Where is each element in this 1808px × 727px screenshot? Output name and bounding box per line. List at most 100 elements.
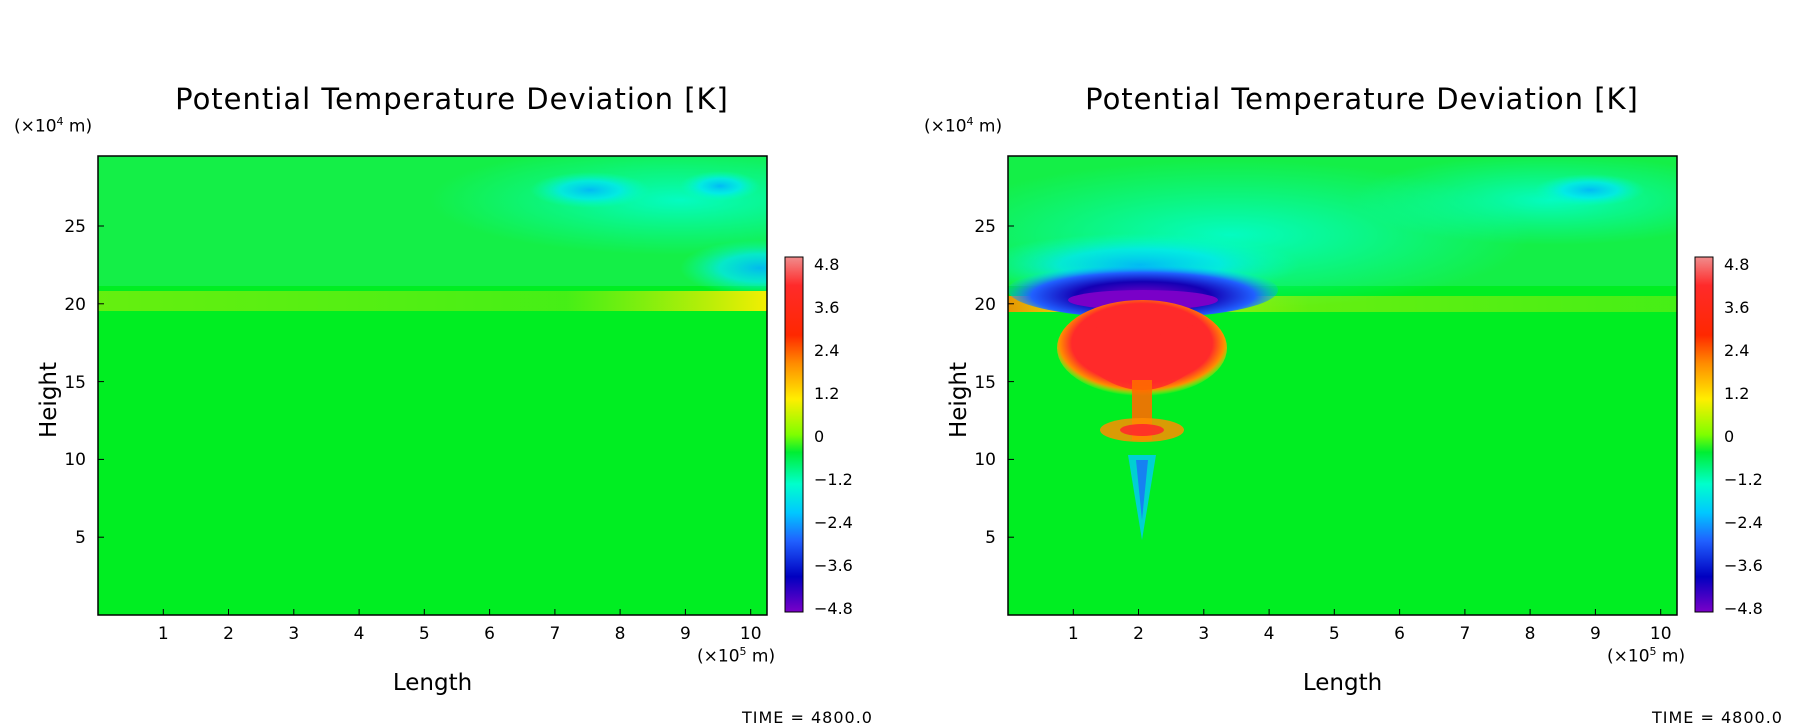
svg-text:3.6: 3.6: [814, 298, 839, 317]
svg-text:5: 5: [75, 528, 86, 548]
chart-panel-left: Potential Temperature Deviation [K] (×10…: [0, 0, 904, 727]
cool-region-upper: [430, 156, 767, 255]
svg-text:−4.8: −4.8: [1724, 599, 1763, 618]
x-tick-5: 5: [1329, 609, 1340, 644]
chart-panel-right: Potential Temperature Deviation [K] (×10…: [910, 0, 1808, 727]
svg-text:15: 15: [64, 373, 86, 393]
plot-frame: [97, 155, 768, 616]
svg-text:8: 8: [615, 624, 626, 644]
svg-text:9: 9: [1590, 624, 1601, 644]
x-tick-8: 8: [615, 609, 626, 644]
x-axis-label: Length: [392, 670, 473, 696]
svg-text:3: 3: [288, 624, 299, 644]
x-tick-3: 3: [288, 609, 299, 644]
y-unit-label: (×104 m): [924, 115, 1003, 137]
heatmap-svg: 1 2 3 4 5 6 7 8 9 10 5 10 15 20 25 4.8 3…: [64, 155, 853, 644]
y-axis-label: Height: [36, 361, 62, 439]
x-unit-label: (×105 m): [697, 645, 776, 667]
svg-text:1: 1: [1068, 624, 1079, 644]
x-tick-1: 1: [158, 609, 169, 644]
plot-frame: [1007, 155, 1678, 616]
y-axis: 5 10 15 20 25: [974, 217, 1014, 548]
svg-text:3: 3: [1198, 624, 1209, 644]
x-tick-6: 6: [1394, 609, 1405, 644]
y-axis: 5 10 15 20 25: [64, 217, 104, 548]
svg-text:6: 6: [484, 624, 495, 644]
x-tick-2: 2: [223, 609, 234, 644]
y-tick-20: 20: [64, 295, 104, 315]
x-tick-4: 4: [354, 609, 365, 644]
svg-text:−4.8: −4.8: [814, 599, 853, 618]
y-tick-10: 10: [974, 450, 1014, 470]
x-tick-8: 8: [1525, 609, 1536, 644]
svg-text:4: 4: [1264, 624, 1275, 644]
svg-text:−2.4: −2.4: [1724, 513, 1763, 532]
y-axis-label: Height: [946, 361, 972, 439]
x-axis-label: Length: [1302, 670, 1383, 696]
colorbar: 4.8 3.6 2.4 1.2 0 −1.2 −2.4 −3.6 −4.8: [1694, 255, 1763, 618]
heatmap-svg: 1 2 3 4 5 6 7 8 9 10 5 10 15 20 25 4.8 3…: [974, 155, 1763, 644]
svg-text:1.2: 1.2: [814, 384, 839, 403]
x-tick-4: 4: [1264, 609, 1275, 644]
svg-text:−3.6: −3.6: [1724, 556, 1763, 575]
svg-text:10: 10: [64, 450, 86, 470]
x-unit-label: (×105 m): [1607, 645, 1686, 667]
svg-text:−1.2: −1.2: [814, 470, 853, 489]
svg-text:4.8: 4.8: [814, 255, 839, 274]
svg-text:15: 15: [974, 373, 996, 393]
svg-text:10: 10: [1650, 624, 1672, 644]
y-tick-20: 20: [974, 295, 1014, 315]
x-tick-10: 10: [740, 609, 762, 644]
svg-text:−3.6: −3.6: [814, 556, 853, 575]
svg-text:7: 7: [549, 624, 560, 644]
x-tick-3: 3: [1198, 609, 1209, 644]
y-tick-15: 15: [974, 373, 1014, 393]
svg-text:2: 2: [1133, 624, 1144, 644]
svg-text:1.2: 1.2: [1724, 384, 1749, 403]
svg-text:4: 4: [354, 624, 365, 644]
svg-text:20: 20: [974, 295, 996, 315]
x-tick-5: 5: [419, 609, 430, 644]
y-tick-5: 5: [75, 528, 104, 548]
svg-text:9: 9: [680, 624, 691, 644]
svg-text:1: 1: [158, 624, 169, 644]
svg-text:8: 8: [1525, 624, 1536, 644]
y-tick-15: 15: [64, 373, 104, 393]
svg-text:25: 25: [64, 217, 86, 237]
svg-text:7: 7: [1459, 624, 1470, 644]
svg-text:2.4: 2.4: [814, 341, 839, 360]
svg-text:−1.2: −1.2: [1724, 470, 1763, 489]
y-tick-25: 25: [974, 217, 1014, 237]
chart-title: Potential Temperature Deviation [K]: [175, 82, 729, 116]
x-tick-7: 7: [549, 609, 560, 644]
svg-text:5: 5: [1329, 624, 1340, 644]
svg-text:25: 25: [974, 217, 996, 237]
colorbar: 4.8 3.6 2.4 1.2 0 −1.2 −2.4 −3.6 −4.8: [784, 255, 853, 618]
svg-text:4.8: 4.8: [1724, 255, 1749, 274]
time-label: TIME = 4800.0: [1652, 708, 1783, 727]
y-tick-25: 25: [64, 217, 104, 237]
svg-text:5: 5: [419, 624, 430, 644]
stable-layer: [98, 291, 767, 311]
x-tick-9: 9: [1590, 609, 1601, 644]
svg-text:0: 0: [1724, 427, 1734, 446]
svg-text:10: 10: [740, 624, 762, 644]
x-tick-1: 1: [1068, 609, 1079, 644]
svg-text:3.6: 3.6: [1724, 298, 1749, 317]
x-tick-6: 6: [484, 609, 495, 644]
svg-text:−2.4: −2.4: [814, 513, 853, 532]
svg-text:10: 10: [974, 450, 996, 470]
time-label: TIME = 4800.0: [742, 708, 873, 727]
chart-title: Potential Temperature Deviation [K]: [1085, 82, 1639, 116]
x-tick-7: 7: [1459, 609, 1470, 644]
x-tick-9: 9: [680, 609, 691, 644]
y-tick-5: 5: [985, 528, 1014, 548]
svg-text:5: 5: [985, 528, 996, 548]
svg-text:2.4: 2.4: [1724, 341, 1749, 360]
x-axis: 1 2 3 4 5 6 7 8 9 10: [158, 609, 762, 644]
x-tick-2: 2: [1133, 609, 1144, 644]
svg-text:6: 6: [1394, 624, 1405, 644]
svg-text:2: 2: [223, 624, 234, 644]
y-tick-10: 10: [64, 450, 104, 470]
y-unit-label: (×104 m): [14, 115, 93, 137]
